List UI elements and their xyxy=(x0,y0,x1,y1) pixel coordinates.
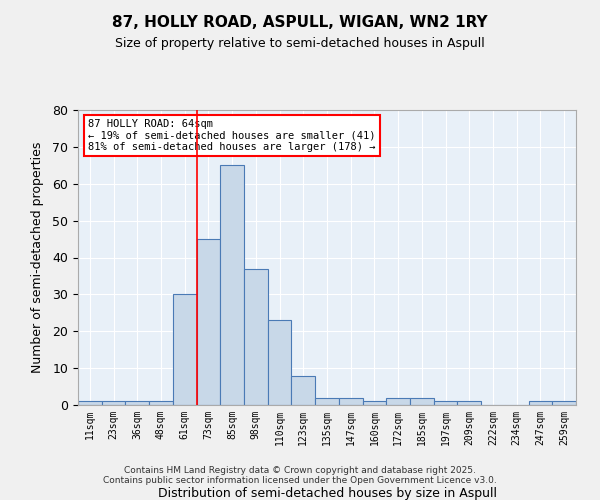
Bar xyxy=(410,398,434,405)
X-axis label: Distribution of semi-detached houses by size in Aspull: Distribution of semi-detached houses by … xyxy=(157,487,497,500)
Bar xyxy=(434,402,457,405)
Text: 87, HOLLY ROAD, ASPULL, WIGAN, WN2 1RY: 87, HOLLY ROAD, ASPULL, WIGAN, WN2 1RY xyxy=(112,15,488,30)
Bar xyxy=(149,402,173,405)
Bar xyxy=(220,166,244,405)
Bar xyxy=(362,402,386,405)
Bar xyxy=(339,398,362,405)
Bar xyxy=(457,402,481,405)
Bar xyxy=(78,402,102,405)
Bar xyxy=(125,402,149,405)
Bar xyxy=(173,294,197,405)
Bar xyxy=(197,239,220,405)
Bar xyxy=(529,402,552,405)
Text: Contains HM Land Registry data © Crown copyright and database right 2025.
Contai: Contains HM Land Registry data © Crown c… xyxy=(103,466,497,485)
Y-axis label: Number of semi-detached properties: Number of semi-detached properties xyxy=(31,142,44,373)
Bar xyxy=(292,376,315,405)
Bar xyxy=(552,402,576,405)
Bar xyxy=(244,268,268,405)
Text: 87 HOLLY ROAD: 64sqm
← 19% of semi-detached houses are smaller (41)
81% of semi-: 87 HOLLY ROAD: 64sqm ← 19% of semi-detac… xyxy=(88,119,376,152)
Bar xyxy=(315,398,339,405)
Bar xyxy=(102,402,125,405)
Bar xyxy=(268,320,292,405)
Text: Size of property relative to semi-detached houses in Aspull: Size of property relative to semi-detach… xyxy=(115,38,485,51)
Bar xyxy=(386,398,410,405)
